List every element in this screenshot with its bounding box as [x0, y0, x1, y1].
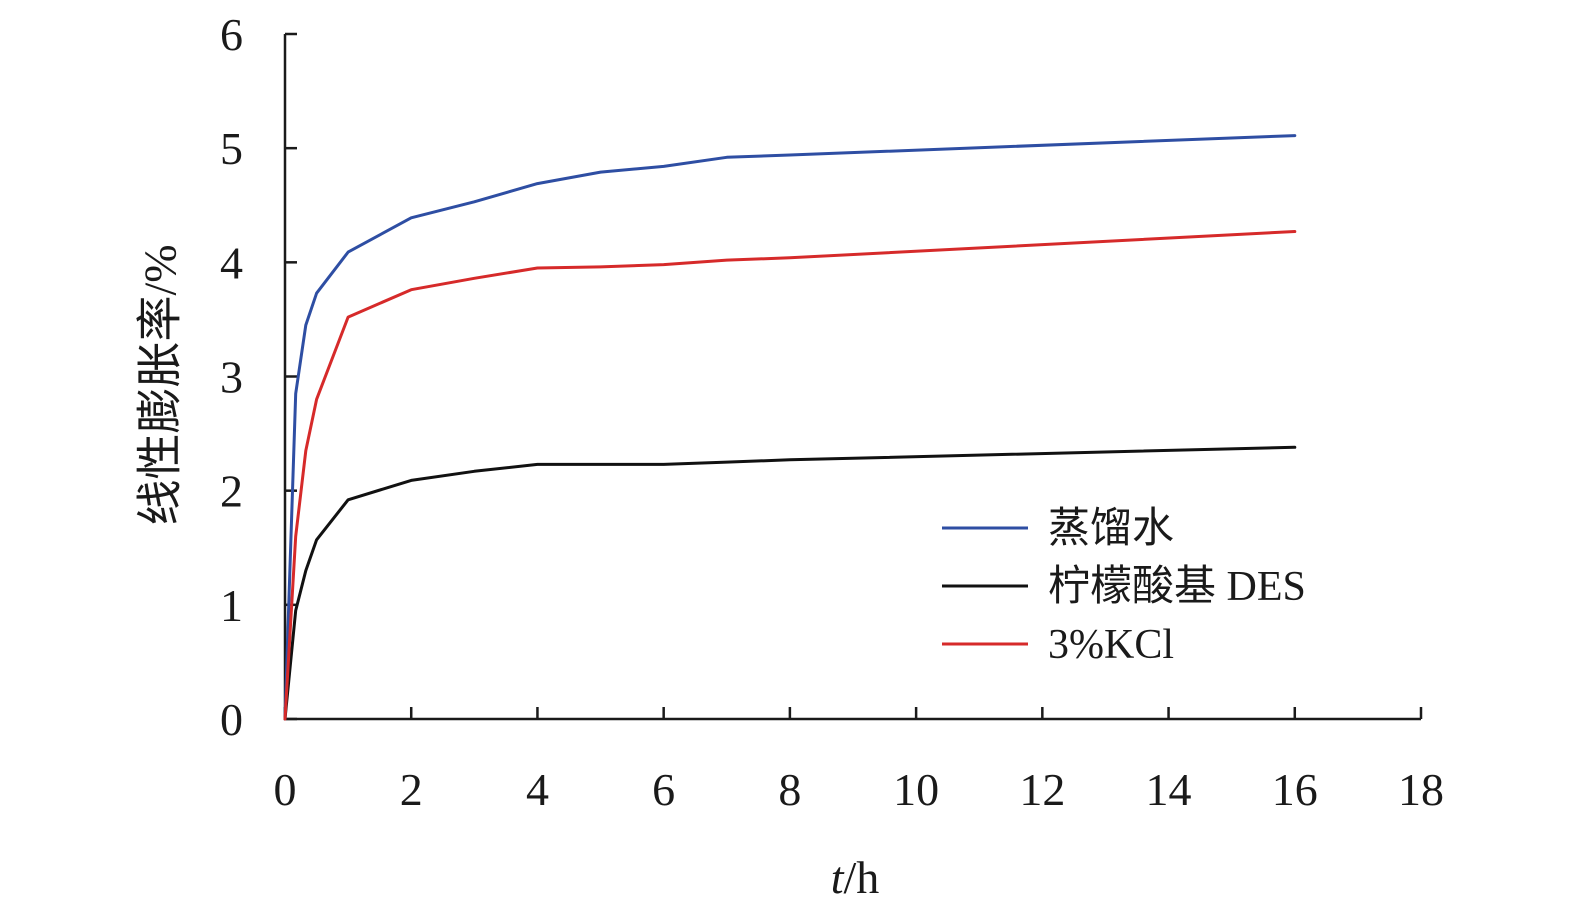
legend-label-0: 蒸馏水	[1048, 506, 1174, 552]
legend-label-2: 3%KCl	[1048, 622, 1174, 668]
y-tick-label: 5	[220, 123, 243, 174]
x-axis-label: t/h	[831, 852, 880, 903]
x-tick-label: 6	[652, 764, 675, 815]
x-tick-label: 2	[400, 764, 423, 815]
x-tick-label: 12	[1019, 764, 1065, 815]
x-tick-label: 0	[274, 764, 297, 815]
x-axis-label-unit: /h	[844, 852, 880, 903]
y-axis: 0 1 2 3 4 5 6	[220, 9, 297, 745]
series-line-1	[283, 445, 1297, 721]
y-tick-label: 3	[220, 352, 243, 403]
series-line-0	[283, 134, 1297, 721]
y-axis-label: 线性膨胀率/%	[135, 244, 186, 525]
x-tick-label: 8	[778, 764, 801, 815]
x-axis-label-variable: t	[831, 852, 845, 903]
legend-label-1: 柠檬酸基 DES	[1048, 564, 1306, 610]
y-tick-label: 6	[220, 9, 243, 60]
y-tick-label: 0	[220, 694, 243, 745]
y-tick-label: 2	[220, 466, 243, 517]
x-tick-label: 16	[1272, 764, 1318, 815]
x-tick-label: 10	[893, 764, 939, 815]
series-line-2	[283, 230, 1297, 721]
y-tick-label: 4	[220, 237, 243, 288]
x-axis: 0 2 4 6 8 10 12 14 16 18	[274, 707, 1444, 815]
x-tick-label: 4	[526, 764, 549, 815]
series-group	[283, 134, 1297, 721]
y-tick-label: 1	[220, 580, 243, 631]
x-tick-label: 14	[1146, 764, 1192, 815]
x-tick-label: 18	[1398, 764, 1444, 815]
